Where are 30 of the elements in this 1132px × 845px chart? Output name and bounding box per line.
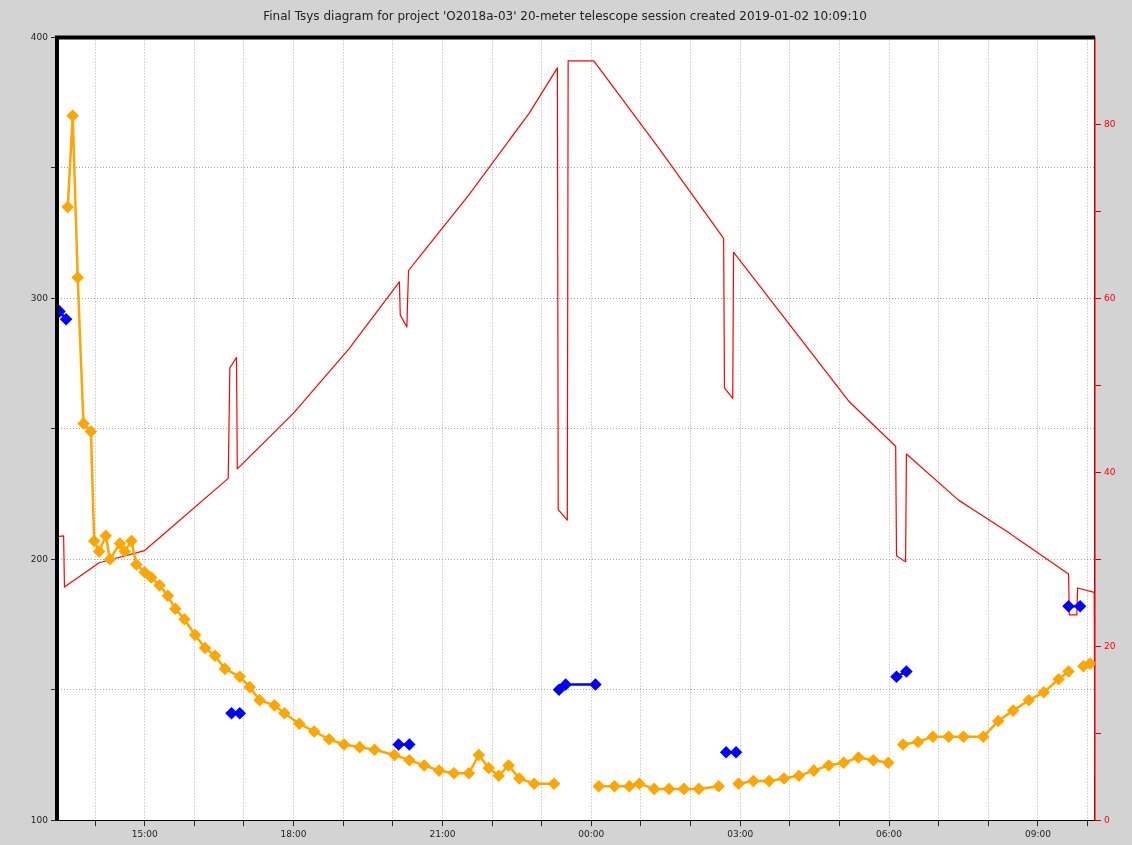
- point: [234, 707, 246, 719]
- x-tick-label: 03:00: [727, 828, 754, 839]
- y-tick-label: 400: [30, 31, 49, 42]
- y2-tick-label: 60: [1104, 292, 1116, 303]
- chart-title: Final Tsys diagram for project 'O2018a-03' 20-meter telescope session created 2019-01-02 10:09:10: [263, 9, 867, 24]
- x-tick-label: 00:00: [578, 828, 605, 839]
- point: [730, 746, 742, 759]
- x-tick-label: 21:00: [429, 828, 456, 839]
- y2-tick-label: 80: [1104, 118, 1116, 129]
- x-tick-label: 15:00: [131, 828, 158, 839]
- point: [900, 665, 913, 678]
- point: [559, 678, 572, 691]
- x-tick-label: 06:00: [876, 828, 903, 839]
- point: [60, 313, 72, 325]
- y2-tick-label: 0: [1104, 814, 1110, 825]
- y-tick-label: 200: [30, 553, 49, 564]
- point: [403, 738, 416, 751]
- point: [720, 746, 732, 759]
- point: [890, 670, 903, 683]
- point: [589, 678, 602, 691]
- point: [1074, 600, 1086, 612]
- x-tick-label: 09:00: [1024, 828, 1052, 839]
- x-tick-label: 18:00: [280, 828, 307, 839]
- point: [392, 738, 405, 751]
- y2-tick-label: 20: [1104, 640, 1116, 651]
- y2-tick-label: 40: [1104, 466, 1116, 477]
- y-tick-label: 300: [30, 292, 49, 303]
- point: [1062, 600, 1075, 612]
- y-tick-label: 100: [30, 814, 49, 825]
- point: [553, 683, 565, 696]
